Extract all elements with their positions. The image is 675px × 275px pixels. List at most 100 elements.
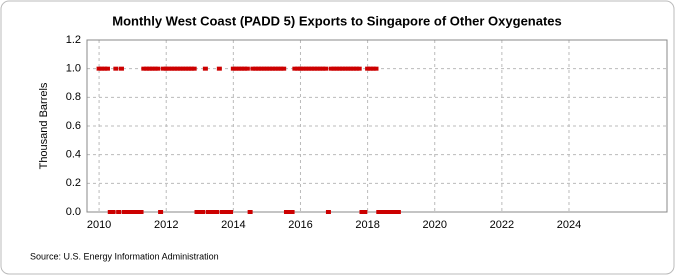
point — [247, 210, 253, 214]
point — [121, 210, 127, 214]
point — [141, 66, 147, 71]
point — [367, 66, 373, 71]
y-tick-label: 0.2 — [66, 177, 81, 189]
point — [102, 66, 108, 71]
point — [174, 66, 180, 71]
point — [116, 210, 122, 214]
point — [242, 66, 248, 71]
x-tick-label: 2024 — [557, 219, 581, 231]
x-tick-label: 2022 — [490, 219, 514, 231]
point — [270, 66, 276, 71]
point — [297, 66, 303, 71]
point — [295, 66, 301, 71]
point — [278, 66, 284, 71]
source: Source: U.S. Energy Information Administ… — [30, 251, 219, 261]
point — [216, 66, 222, 71]
point — [331, 66, 337, 71]
point — [376, 210, 382, 214]
point — [393, 210, 399, 214]
point — [113, 66, 119, 71]
point — [381, 210, 387, 214]
point — [132, 210, 138, 214]
point — [256, 66, 262, 71]
point — [177, 66, 183, 71]
point — [197, 210, 203, 214]
point — [275, 66, 281, 71]
point — [96, 66, 102, 71]
y-tick-label: 0.0 — [66, 206, 81, 218]
point — [186, 66, 192, 71]
y-tick-label: 1.2 — [66, 34, 81, 46]
point — [356, 66, 362, 71]
point — [337, 66, 343, 71]
x-tick-label: 2018 — [355, 219, 379, 231]
y-tick-label: 0.6 — [66, 120, 81, 132]
point — [345, 66, 351, 71]
point — [272, 66, 278, 71]
point — [283, 210, 289, 214]
point — [311, 66, 317, 71]
point — [236, 66, 242, 71]
point — [180, 66, 186, 71]
point — [258, 66, 264, 71]
point — [214, 210, 220, 214]
x-tick-label: 2012 — [154, 219, 178, 231]
x-tick-label: 2016 — [288, 219, 312, 231]
point — [264, 66, 270, 71]
point — [387, 210, 393, 214]
point — [289, 210, 295, 214]
point — [323, 66, 329, 71]
point — [370, 66, 376, 71]
point — [118, 66, 124, 71]
point — [339, 66, 345, 71]
point — [138, 210, 144, 214]
point — [211, 210, 217, 214]
point — [281, 66, 287, 71]
point — [228, 210, 234, 214]
point — [130, 210, 136, 214]
point — [166, 66, 172, 71]
y-tick-label: 0.4 — [66, 149, 81, 161]
point — [250, 66, 256, 71]
y-tick-label: 0.8 — [66, 91, 81, 103]
point — [328, 66, 334, 71]
point — [365, 66, 371, 71]
point — [300, 66, 306, 71]
point — [110, 210, 116, 214]
point — [107, 210, 113, 214]
point — [395, 210, 401, 214]
point — [286, 210, 292, 214]
chart-title: Monthly West Coast (PADD 5) Exports to S… — [112, 13, 562, 28]
x-tick-label: 2020 — [422, 219, 446, 231]
point — [169, 66, 175, 71]
point — [325, 210, 331, 214]
point — [292, 66, 298, 71]
point — [379, 210, 385, 214]
point — [208, 210, 214, 214]
point — [191, 66, 197, 71]
point — [320, 66, 326, 71]
point — [267, 66, 273, 71]
point — [351, 66, 357, 71]
point — [149, 66, 155, 71]
point — [353, 66, 359, 71]
point — [135, 210, 141, 214]
point — [244, 66, 250, 71]
point — [253, 66, 259, 71]
point — [163, 66, 169, 71]
point — [362, 210, 368, 214]
point — [104, 66, 110, 71]
point — [317, 66, 323, 71]
point — [194, 210, 200, 214]
point — [172, 66, 178, 71]
point — [219, 210, 225, 214]
point — [342, 66, 348, 71]
point — [200, 210, 206, 214]
point — [188, 66, 194, 71]
point — [183, 66, 189, 71]
point — [155, 66, 161, 71]
point — [334, 66, 340, 71]
point — [233, 66, 239, 71]
